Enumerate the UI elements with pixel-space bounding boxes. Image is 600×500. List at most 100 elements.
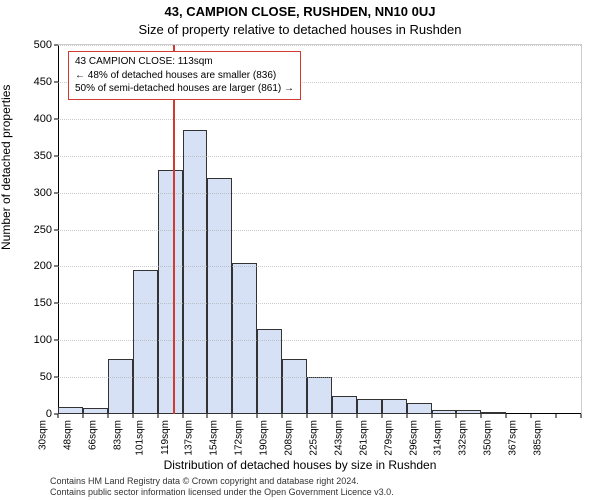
chart-container: 43, CAMPION CLOSE, RUSHDEN, NN10 0UJ Siz… xyxy=(0,0,600,500)
x-tick-mark xyxy=(531,414,532,418)
histogram-bar xyxy=(357,399,382,414)
gridline xyxy=(58,230,581,231)
chart-subtitle: Size of property relative to detached ho… xyxy=(0,22,600,37)
y-tick-mark xyxy=(54,192,58,193)
annotation-line: 43 CAMPION CLOSE: 113sqm xyxy=(75,55,294,69)
x-tick-mark xyxy=(182,414,183,418)
y-tick-mark xyxy=(54,45,58,46)
x-tick-label: 172sqm xyxy=(234,420,245,456)
x-tick-mark xyxy=(132,414,133,418)
annotation-line: ← 48% of detached houses are smaller (83… xyxy=(75,69,294,83)
histogram-bar xyxy=(58,407,83,414)
x-tick-mark xyxy=(157,414,158,418)
x-tick-label: 261sqm xyxy=(358,420,369,456)
y-tick-label: 100 xyxy=(34,334,52,346)
x-tick-label: 296sqm xyxy=(408,420,419,456)
y-tick-label: 350 xyxy=(34,150,52,162)
histogram-bar xyxy=(207,178,232,414)
x-tick-mark xyxy=(431,414,432,418)
histogram-bar xyxy=(108,359,133,414)
histogram-bar xyxy=(332,396,357,414)
x-tick-label: 190sqm xyxy=(259,420,270,456)
histogram-bar xyxy=(481,412,506,414)
x-tick-label: 367sqm xyxy=(508,420,519,456)
gridline xyxy=(58,193,581,194)
y-tick-mark xyxy=(54,229,58,230)
plot-area: 05010015020025030035040045050030sqm48sqm… xyxy=(58,44,582,414)
gridline xyxy=(58,45,581,46)
x-tick-label: 208sqm xyxy=(284,420,295,456)
x-tick-mark xyxy=(406,414,407,418)
y-tick-mark xyxy=(54,81,58,82)
x-tick-mark xyxy=(207,414,208,418)
x-tick-mark xyxy=(307,414,308,418)
x-tick-mark xyxy=(506,414,507,418)
histogram-bar xyxy=(432,410,457,414)
x-tick-label: 279sqm xyxy=(383,420,394,456)
x-tick-label: 83sqm xyxy=(112,420,123,450)
x-tick-label: 30sqm xyxy=(37,420,48,450)
y-tick-label: 200 xyxy=(34,260,52,272)
y-tick-label: 400 xyxy=(34,113,52,125)
x-tick-label: 137sqm xyxy=(184,420,195,456)
histogram-bar xyxy=(232,263,257,414)
x-tick-mark xyxy=(107,414,108,418)
x-tick-label: 101sqm xyxy=(134,420,145,456)
x-tick-mark xyxy=(282,414,283,418)
histogram-bar xyxy=(257,329,282,414)
x-tick-label: 225sqm xyxy=(309,420,320,456)
x-tick-mark xyxy=(82,414,83,418)
y-tick-mark xyxy=(54,266,58,267)
x-tick-mark xyxy=(381,414,382,418)
x-tick-mark xyxy=(481,414,482,418)
annotation-line: 50% of semi-detached houses are larger (… xyxy=(75,82,294,96)
y-tick-mark xyxy=(54,377,58,378)
footer-line-2: Contains public sector information licen… xyxy=(50,487,394,498)
y-tick-mark xyxy=(54,303,58,304)
x-tick-mark xyxy=(456,414,457,418)
footer-attribution: Contains HM Land Registry data © Crown c… xyxy=(50,476,394,499)
property-size-marker-line xyxy=(173,45,175,414)
histogram-bar xyxy=(83,408,108,414)
y-tick-mark xyxy=(54,118,58,119)
x-axis-label: Distribution of detached houses by size … xyxy=(0,458,600,472)
y-tick-label: 50 xyxy=(40,371,52,383)
x-tick-mark xyxy=(581,414,582,418)
x-tick-label: 119sqm xyxy=(160,420,171,455)
histogram-bar xyxy=(307,377,332,414)
gridline xyxy=(58,340,581,341)
x-tick-mark xyxy=(58,414,59,418)
x-tick-mark xyxy=(331,414,332,418)
gridline xyxy=(58,377,581,378)
y-tick-mark xyxy=(54,155,58,156)
x-tick-label: 48sqm xyxy=(62,420,73,450)
x-tick-label: 314sqm xyxy=(433,420,444,456)
histogram-bar xyxy=(407,403,432,414)
y-tick-label: 500 xyxy=(34,39,52,51)
x-tick-mark xyxy=(556,414,557,418)
x-tick-label: 350sqm xyxy=(483,420,494,456)
histogram-bar xyxy=(133,270,158,414)
gridline xyxy=(58,156,581,157)
y-tick-mark xyxy=(54,340,58,341)
gridline xyxy=(58,119,581,120)
x-tick-label: 66sqm xyxy=(87,420,98,450)
x-tick-label: 154sqm xyxy=(209,420,220,456)
x-tick-mark xyxy=(232,414,233,418)
y-tick-label: 450 xyxy=(34,76,52,88)
y-axis-label: Number of detached properties xyxy=(0,85,13,250)
histogram-bar xyxy=(282,359,307,414)
y-tick-label: 250 xyxy=(34,224,52,236)
histogram-bar xyxy=(382,399,407,414)
x-tick-mark xyxy=(356,414,357,418)
y-tick-label: 300 xyxy=(34,187,52,199)
y-tick-label: 0 xyxy=(46,408,52,420)
chart-address-title: 43, CAMPION CLOSE, RUSHDEN, NN10 0UJ xyxy=(0,4,600,19)
x-tick-label: 385sqm xyxy=(533,420,544,456)
x-tick-mark xyxy=(257,414,258,418)
x-tick-label: 332sqm xyxy=(458,420,469,456)
histogram-bar xyxy=(456,410,481,414)
annotation-box: 43 CAMPION CLOSE: 113sqm← 48% of detache… xyxy=(68,51,301,100)
gridline xyxy=(58,303,581,304)
gridline xyxy=(58,266,581,267)
